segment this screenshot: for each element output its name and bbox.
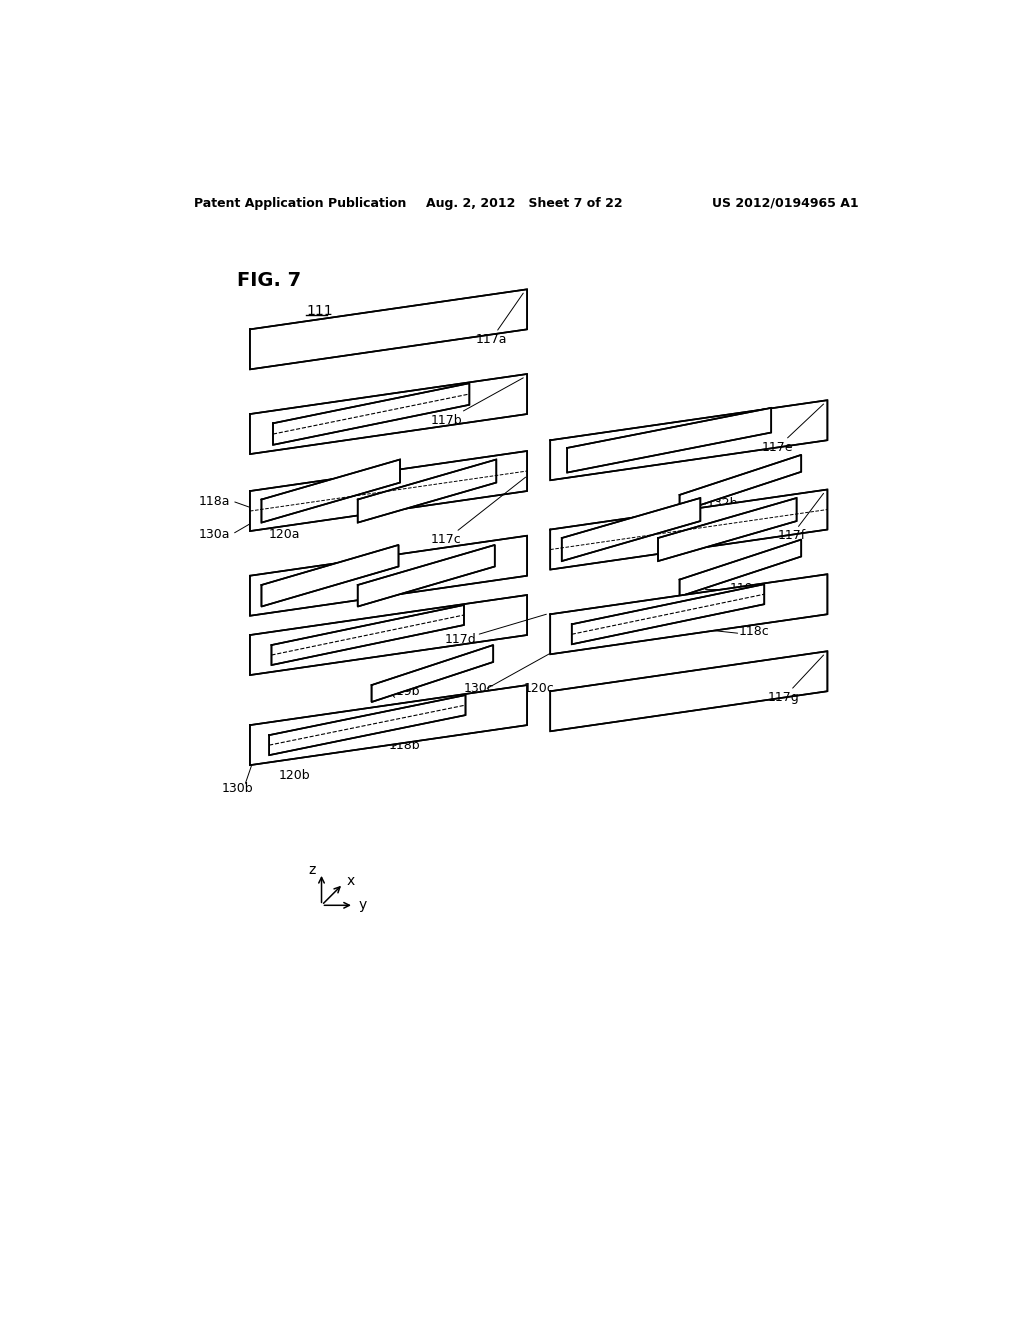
Text: 117b: 117b: [431, 378, 523, 426]
Text: 118a: 118a: [199, 495, 230, 508]
Text: 131a: 131a: [370, 404, 400, 417]
Text: 119c: 119c: [730, 582, 760, 594]
Text: 111: 111: [306, 304, 333, 318]
Polygon shape: [550, 574, 827, 655]
Text: 132a: 132a: [396, 579, 428, 593]
Text: 130a: 130a: [199, 528, 230, 541]
Polygon shape: [250, 374, 527, 454]
Text: 130c: 130c: [463, 681, 494, 694]
Polygon shape: [271, 605, 464, 665]
Text: 117f: 117f: [777, 494, 823, 543]
Text: 118b: 118b: [388, 739, 420, 751]
Text: 120a: 120a: [269, 528, 301, 541]
Text: 118c: 118c: [739, 624, 770, 638]
Text: 117e: 117e: [762, 404, 823, 454]
Text: 117c: 117c: [431, 478, 525, 546]
Polygon shape: [567, 408, 771, 473]
Polygon shape: [250, 451, 527, 531]
Polygon shape: [680, 455, 801, 512]
Polygon shape: [571, 585, 764, 644]
Polygon shape: [250, 595, 527, 675]
Text: FIG. 7: FIG. 7: [237, 271, 301, 289]
Text: 121b: 121b: [313, 635, 345, 648]
Polygon shape: [550, 651, 827, 731]
Text: 119b: 119b: [388, 685, 420, 698]
Text: 117g: 117g: [768, 655, 823, 704]
Text: 130b: 130b: [221, 781, 253, 795]
Polygon shape: [357, 459, 497, 523]
Text: Aug. 2, 2012   Sheet 7 of 22: Aug. 2, 2012 Sheet 7 of 22: [426, 197, 624, 210]
Text: Patent Application Publication: Patent Application Publication: [194, 197, 407, 210]
Polygon shape: [550, 400, 827, 480]
Text: 117d: 117d: [444, 614, 547, 647]
Text: 120c: 120c: [523, 681, 554, 694]
Text: 120b: 120b: [279, 770, 310, 783]
Polygon shape: [250, 685, 527, 766]
Text: 121a: 121a: [333, 408, 364, 421]
Polygon shape: [357, 545, 495, 607]
Text: z: z: [308, 863, 316, 876]
Polygon shape: [658, 498, 797, 561]
Polygon shape: [562, 498, 700, 561]
Polygon shape: [261, 545, 398, 607]
Text: y: y: [358, 899, 367, 912]
Text: 131b: 131b: [358, 631, 390, 644]
Text: 117a: 117a: [475, 293, 523, 346]
Text: x: x: [347, 874, 355, 887]
Polygon shape: [250, 536, 527, 615]
Polygon shape: [269, 696, 466, 755]
Text: US 2012/0194965 A1: US 2012/0194965 A1: [712, 197, 858, 210]
Polygon shape: [680, 540, 801, 597]
Polygon shape: [250, 289, 527, 370]
Text: 121c: 121c: [646, 533, 677, 546]
Polygon shape: [550, 490, 827, 570]
Polygon shape: [372, 645, 494, 702]
Text: 131c: 131c: [683, 529, 714, 543]
Text: 132b: 132b: [707, 496, 738, 510]
Polygon shape: [261, 459, 400, 523]
Polygon shape: [273, 383, 469, 445]
